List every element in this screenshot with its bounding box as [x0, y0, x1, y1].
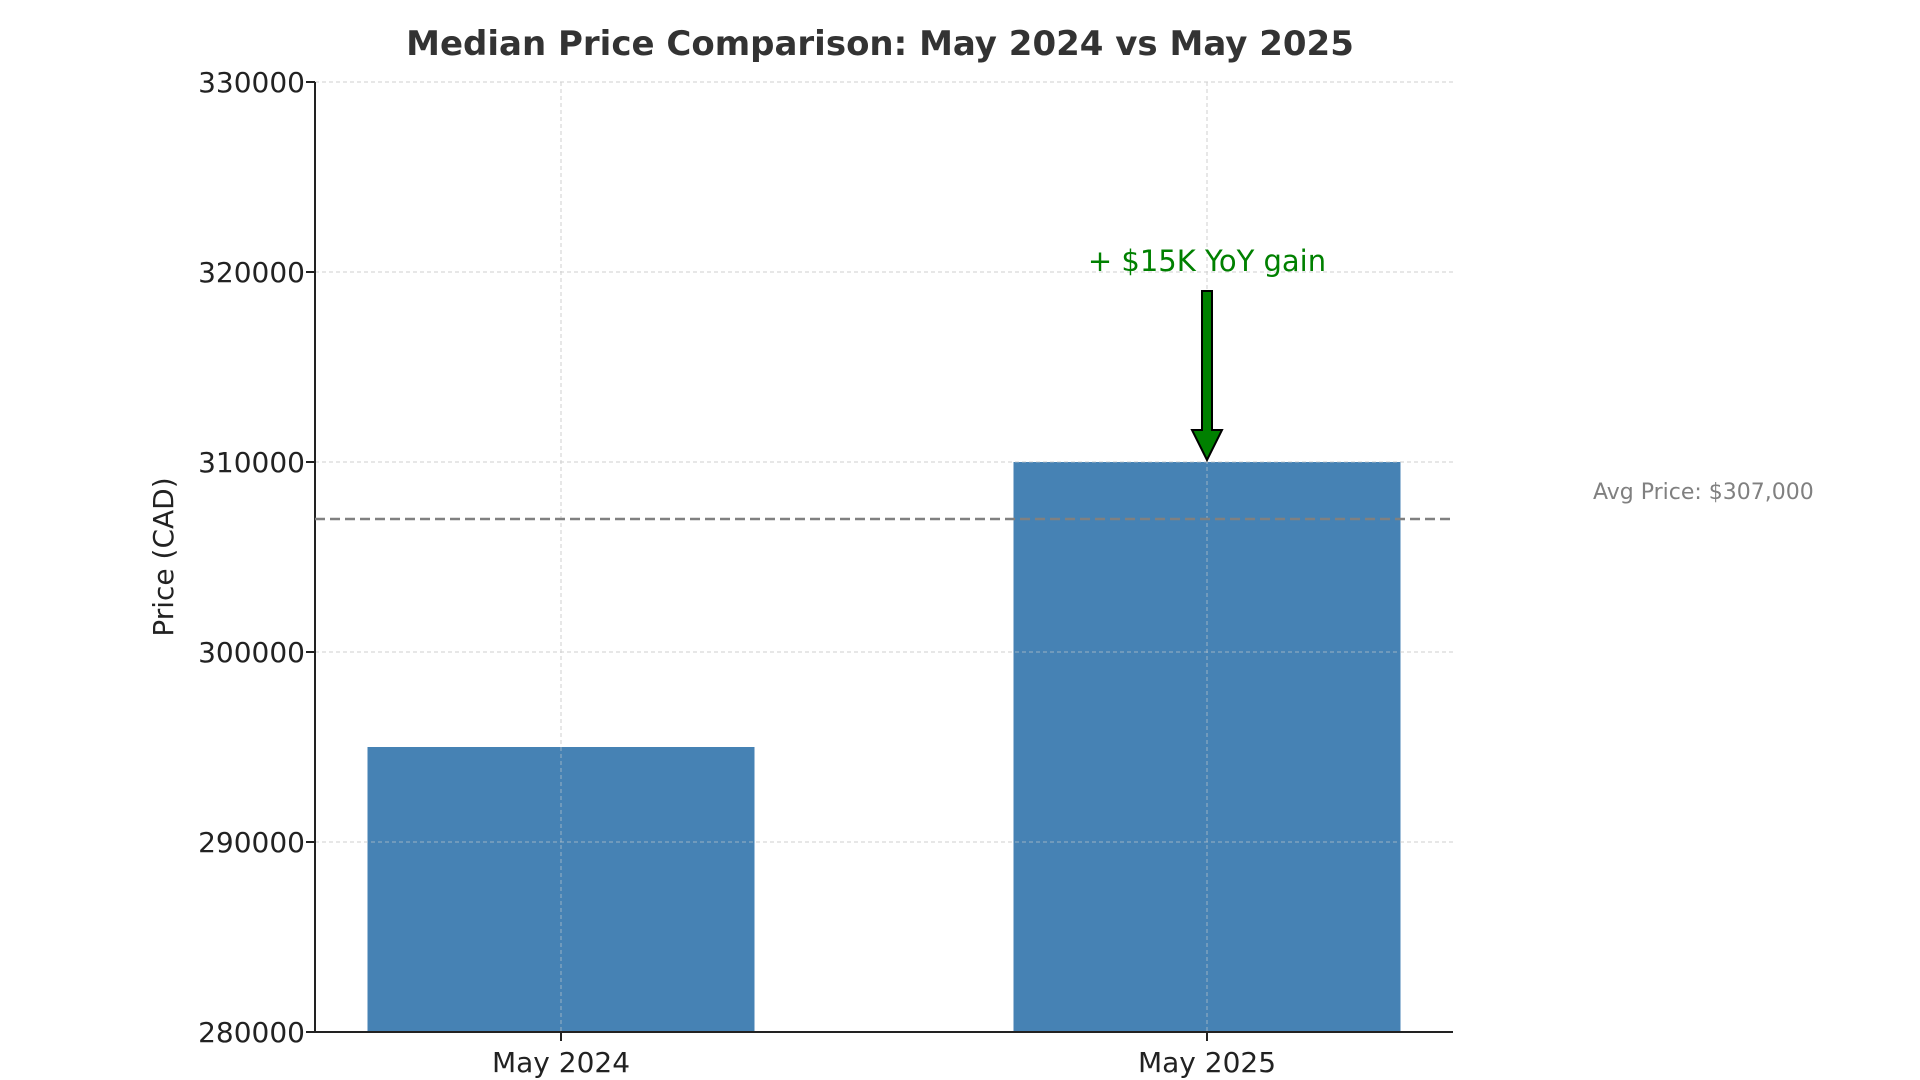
y-tick-label: 310000 [198, 446, 305, 479]
tick-labels: 280000 290000 300000 310000 320000 330000 May … [198, 66, 1276, 1079]
y-tick-label: 320000 [198, 256, 305, 289]
x-tick-label: May 2024 [492, 1046, 630, 1079]
chart-title: Median Price Comparison: May 2024 vs May… [406, 24, 1354, 64]
reference-line-group: Avg Price: $307,000 [1593, 480, 1814, 505]
bars [315, 81, 1453, 1033]
y-tick-label: 300000 [198, 636, 305, 669]
y-axis-label: Price (CAD) [147, 477, 180, 636]
y-tick-label: 330000 [198, 66, 305, 99]
annotation-label: + $15K YoY gain [1088, 244, 1326, 278]
axes [314, 82, 1453, 1033]
average-price-label: Avg Price: $307,000 [1593, 480, 1814, 505]
x-tick-label: May 2025 [1138, 1046, 1276, 1079]
annotation-group: + $15K YoY gain [315, 244, 1453, 521]
y-tick-label: 280000 [198, 1016, 305, 1049]
annotation-arrow [1190, 290, 1224, 463]
y-tick-label: 290000 [198, 826, 305, 859]
